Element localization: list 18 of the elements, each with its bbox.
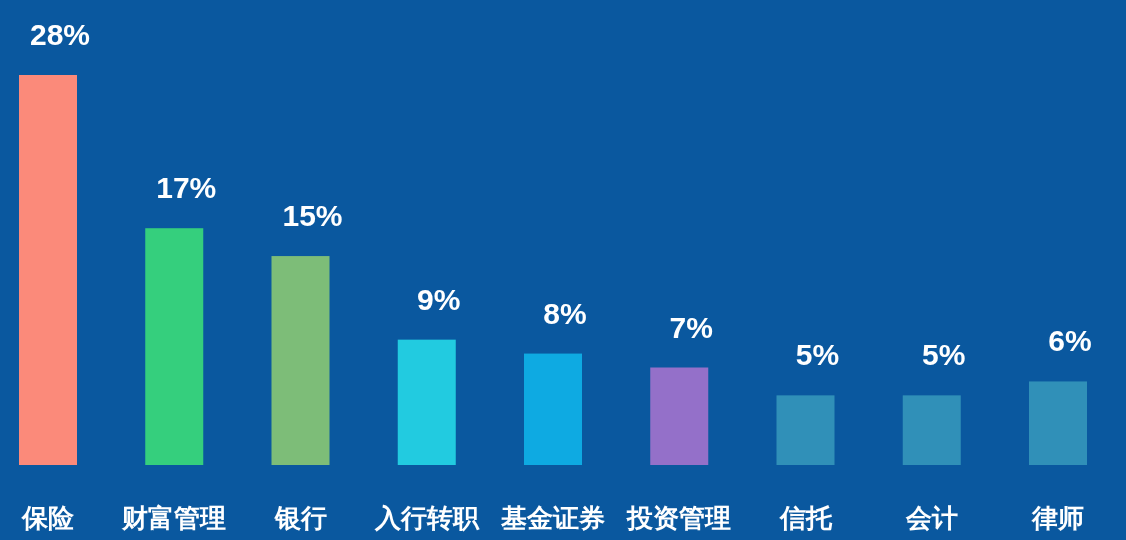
- data-label: 5%: [795, 338, 840, 372]
- x-tick-label: 财富管理: [121, 503, 227, 533]
- x-tick-label: 入行转职: [373, 503, 480, 533]
- data-label: 9%: [417, 282, 461, 316]
- data-label: 7%: [669, 310, 713, 344]
- data-label: 5%: [922, 338, 966, 372]
- x-tick-label: 保险: [21, 503, 75, 533]
- x-tick-label: 基金证券: [500, 503, 605, 533]
- x-tick-label: 信托: [778, 503, 833, 533]
- data-label: 17%: [156, 171, 217, 205]
- x-tick-label: 银行: [273, 503, 327, 533]
- x-tick-label: 会计: [904, 503, 958, 533]
- x-tick-label: 律师: [1031, 503, 1084, 533]
- data-label: 15%: [282, 199, 343, 233]
- data-label: 6%: [1048, 324, 1092, 358]
- data-label: 28%: [29, 18, 91, 51]
- x-tick-label: 投资管理: [626, 503, 732, 533]
- data-label: 8%: [543, 296, 587, 330]
